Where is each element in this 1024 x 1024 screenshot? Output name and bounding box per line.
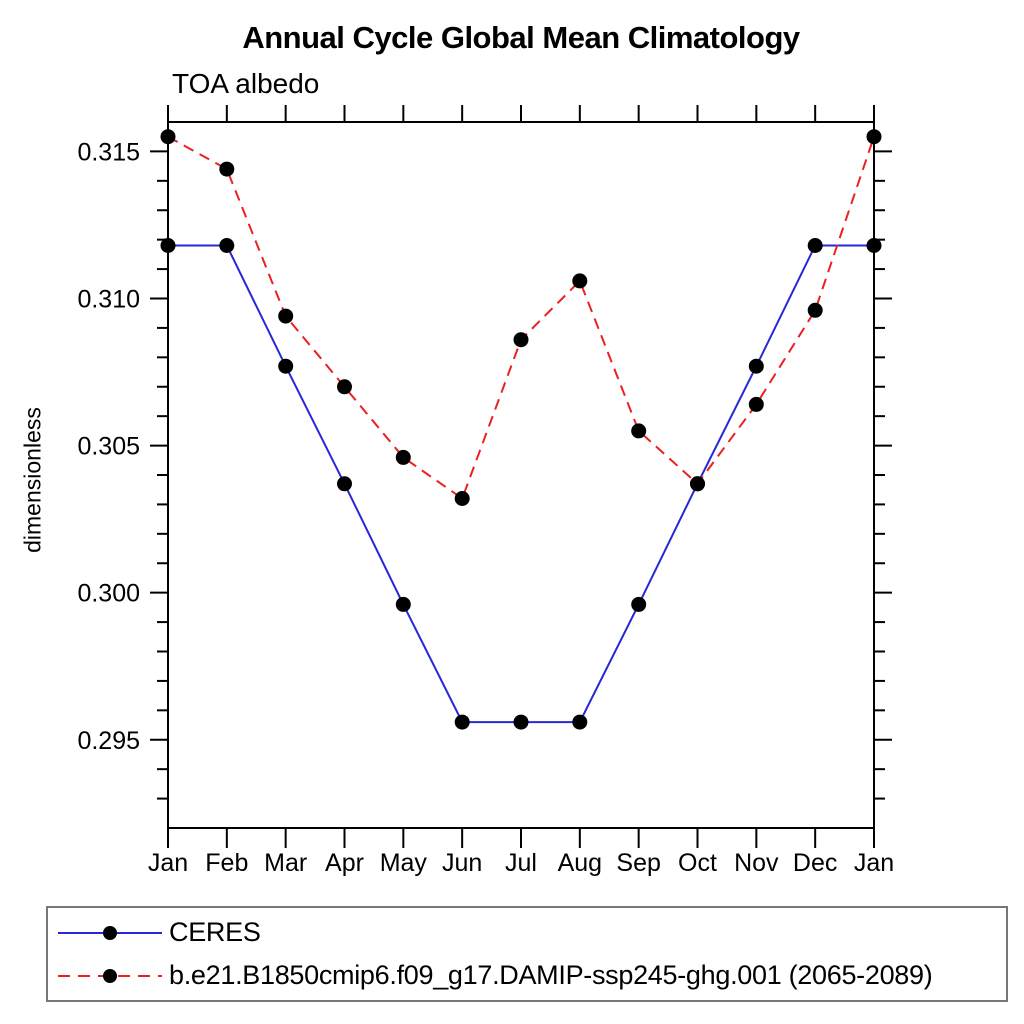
legend-item-model: b.e21.B1850cmip6.f09_g17.DAMIP-ssp245-gh… — [56, 954, 1006, 997]
model-data-point — [807, 302, 823, 318]
x-tick-label: Nov — [734, 849, 779, 877]
y-tick-label: 0.305 — [77, 433, 140, 461]
y-tick-label: 0.300 — [77, 580, 140, 608]
legend-box: CERES b.e21.B1850cmip6.f09_g17.DAMIP-ssp… — [46, 906, 1008, 1002]
model-data-point — [454, 491, 470, 506]
ceres-data-point — [513, 714, 529, 730]
x-tick-label: Jan — [854, 849, 894, 877]
ceres-data-point — [160, 238, 176, 253]
legend-label-ceres: CERES — [169, 917, 261, 947]
x-tick-label: May — [380, 849, 428, 877]
x-axis-tick-labels: Jan Feb Mar Apr May Jun Jul Aug Sep Oct Nov Dec Jan — [148, 849, 894, 877]
x-tick-label: Feb — [205, 849, 248, 877]
model-data-point — [337, 379, 352, 395]
model-line-swatch — [58, 968, 162, 983]
ceres-data-point — [748, 358, 764, 374]
chart-subtitle: TOA albedo — [172, 68, 320, 99]
ceres-marker-icon — [103, 925, 117, 940]
y-axis-tick-labels: 0.295 0.300 0.305 0.310 0.315 — [77, 138, 140, 754]
model-marker-icon — [103, 968, 117, 983]
model-markers — [160, 129, 882, 506]
legend-label-model: b.e21.B1850cmip6.f09_g17.DAMIP-ssp245-gh… — [169, 960, 933, 990]
ceres-data-point — [866, 238, 882, 253]
x-tick-label: Mar — [264, 849, 307, 877]
x-tick-label: Aug — [558, 849, 602, 877]
model-data-point — [748, 396, 764, 412]
ceres-line — [168, 244, 874, 724]
model-data-point — [690, 476, 705, 492]
model-data-point — [631, 423, 647, 439]
model-data-point — [572, 273, 588, 289]
ceres-data-point — [337, 476, 352, 492]
model-data-point — [219, 161, 235, 177]
model-data-point — [395, 449, 411, 465]
x-tick-label: Jun — [442, 849, 482, 877]
model-data-point — [278, 308, 294, 324]
x-tick-label: Dec — [793, 849, 837, 877]
x-axis-ticks — [167, 105, 875, 848]
model-line — [167, 135, 875, 501]
ceres-data-point — [395, 596, 411, 612]
x-tick-label: Apr — [325, 849, 364, 877]
ceres-data-point — [631, 596, 647, 612]
model-data-point — [866, 129, 882, 145]
y-tick-label: 0.310 — [77, 286, 140, 314]
legend-item-ceres: CERES — [56, 911, 1006, 954]
y-tick-label: 0.315 — [77, 138, 140, 166]
x-tick-label: Jul — [505, 849, 537, 877]
ceres-line-swatch — [58, 925, 162, 940]
ceres-data-point — [219, 238, 235, 253]
ceres-data-point — [278, 358, 294, 374]
model-data-point — [160, 129, 176, 145]
ceres-markers — [160, 238, 882, 730]
y-tick-label: 0.295 — [77, 727, 140, 755]
x-tick-label: Oct — [678, 849, 717, 877]
model-data-point — [513, 332, 529, 348]
chart-title: Annual Cycle Global Mean Climatology — [242, 20, 800, 55]
ceres-data-point — [807, 238, 823, 253]
x-tick-label: Jan — [148, 849, 188, 877]
x-tick-label: Sep — [616, 849, 660, 877]
ceres-data-point — [572, 714, 588, 730]
y-axis-ticks — [150, 150, 892, 800]
ceres-data-point — [454, 714, 470, 730]
